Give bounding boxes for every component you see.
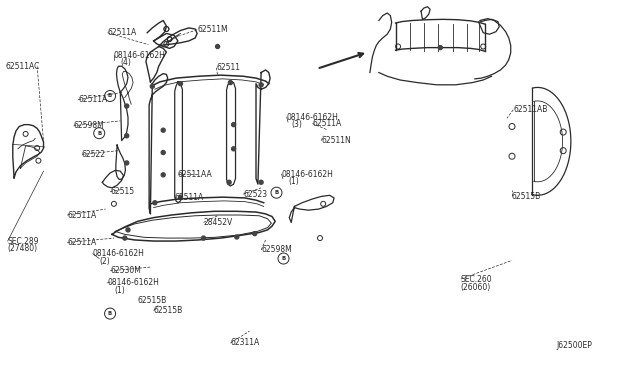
Text: 62511N: 62511N: [321, 136, 351, 145]
Text: (2): (2): [99, 257, 110, 266]
Text: (1): (1): [288, 177, 299, 186]
Text: 62511M: 62511M: [197, 25, 228, 34]
Text: B: B: [108, 93, 112, 99]
Text: 62598M: 62598M: [261, 246, 292, 254]
Text: 62522: 62522: [82, 150, 106, 159]
Text: SEC.260: SEC.260: [461, 275, 492, 283]
Circle shape: [235, 235, 239, 239]
Text: 28452V: 28452V: [204, 218, 233, 227]
Circle shape: [161, 128, 165, 132]
Text: 62515B: 62515B: [154, 306, 183, 315]
Circle shape: [161, 151, 165, 154]
Circle shape: [202, 236, 205, 240]
Circle shape: [179, 82, 182, 86]
Text: 08146-6162H: 08146-6162H: [282, 170, 333, 179]
Text: 62523: 62523: [243, 190, 268, 199]
Text: 62530M: 62530M: [110, 266, 141, 275]
Text: J62500EP: J62500EP: [557, 341, 593, 350]
Circle shape: [161, 173, 165, 177]
Circle shape: [126, 228, 130, 232]
Text: 08146-6162H: 08146-6162H: [287, 113, 339, 122]
Text: 62511: 62511: [216, 63, 241, 72]
Text: SEC.289: SEC.289: [8, 237, 39, 246]
Text: 62511A: 62511A: [174, 193, 204, 202]
Text: 62515B: 62515B: [138, 296, 167, 305]
Circle shape: [228, 81, 232, 84]
Text: 62511AA: 62511AA: [178, 170, 212, 179]
Circle shape: [179, 195, 182, 199]
Text: 62511A: 62511A: [78, 95, 108, 104]
Circle shape: [259, 83, 263, 87]
Text: 08146-6162H: 08146-6162H: [93, 249, 145, 258]
Circle shape: [216, 45, 220, 48]
Text: 62511A: 62511A: [67, 238, 97, 247]
Text: (3): (3): [292, 120, 303, 129]
Text: 62511A: 62511A: [67, 211, 97, 219]
Circle shape: [153, 201, 157, 205]
Text: 62311A: 62311A: [230, 339, 260, 347]
Text: B: B: [97, 131, 101, 136]
Text: (27480): (27480): [8, 244, 38, 253]
Circle shape: [125, 104, 129, 108]
Circle shape: [125, 134, 129, 138]
Text: 62511A: 62511A: [108, 28, 137, 37]
Text: 62515: 62515: [110, 187, 134, 196]
Circle shape: [259, 180, 263, 184]
Text: 08146-6162H: 08146-6162H: [108, 278, 159, 287]
Circle shape: [227, 180, 231, 184]
Circle shape: [232, 123, 236, 126]
Circle shape: [253, 232, 257, 235]
Text: (4): (4): [120, 58, 131, 67]
Text: 62511AC: 62511AC: [5, 62, 40, 71]
Circle shape: [150, 84, 154, 88]
Text: 62515B: 62515B: [512, 192, 541, 201]
Circle shape: [438, 46, 442, 49]
Text: 62511A: 62511A: [312, 119, 342, 128]
Circle shape: [232, 147, 236, 151]
Text: (26060): (26060): [461, 283, 491, 292]
Text: 08146-6162H: 08146-6162H: [114, 51, 166, 60]
Text: B: B: [275, 190, 278, 195]
Text: 62598M: 62598M: [74, 121, 104, 130]
Text: 62511AB: 62511AB: [513, 105, 548, 114]
Circle shape: [125, 161, 129, 165]
Text: B: B: [282, 256, 285, 261]
Text: B: B: [108, 311, 112, 316]
Circle shape: [123, 236, 127, 240]
Text: (1): (1): [114, 286, 125, 295]
